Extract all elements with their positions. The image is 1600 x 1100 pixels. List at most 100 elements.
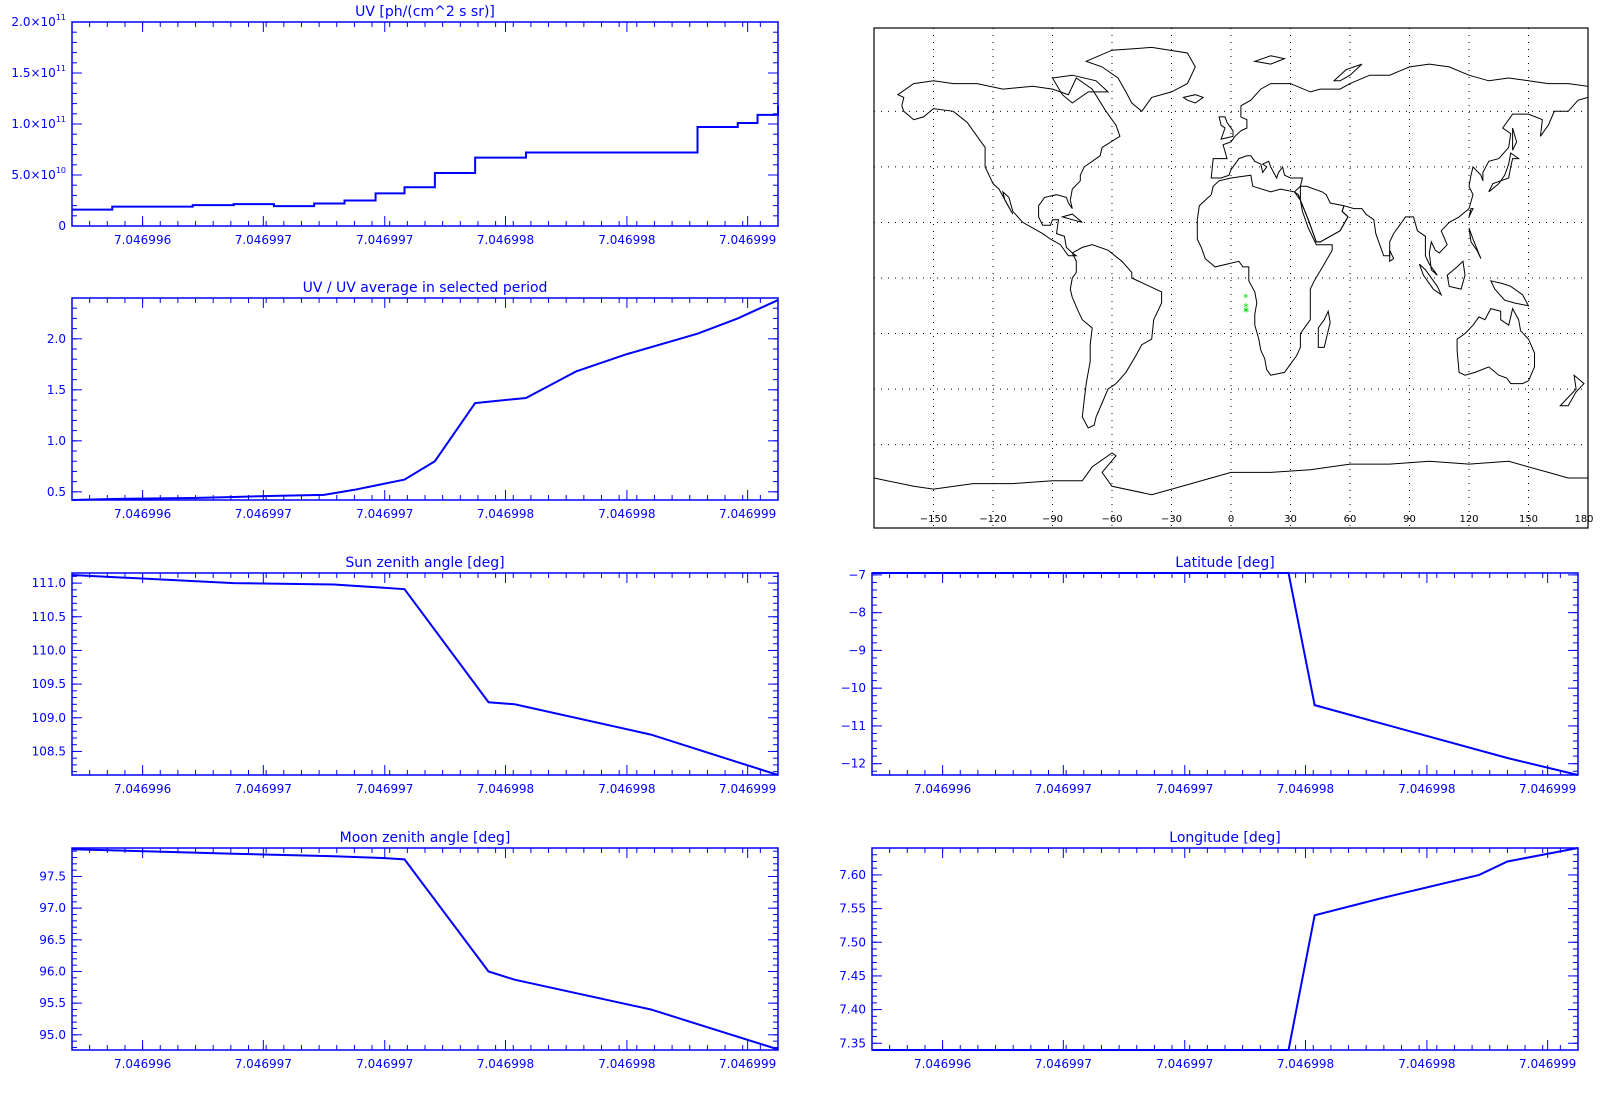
plot-panels: UV [ph/(cm^2 s sr)] 7.046996 7.046997 7.046… xyxy=(11,4,1579,1071)
coastline-svalbard xyxy=(1252,55,1287,65)
y-tick-label: 97.0 xyxy=(39,901,66,915)
y-tick-label: −8 xyxy=(848,606,866,620)
map-lon-label: −30 xyxy=(1161,514,1182,525)
track-point: * xyxy=(1243,305,1249,318)
world-map-panel: −150 −120 −90 −60 −30 0 30 60 90 120 150 180**** xyxy=(873,27,1594,529)
y-tick-label: 108.5 xyxy=(32,744,66,758)
y-tick-label: 95.5 xyxy=(39,996,66,1010)
chart-title: Sun zenith angle [deg] xyxy=(345,555,504,571)
coastline-south-america xyxy=(1069,244,1163,429)
x-tick-label: 7.046998 xyxy=(598,233,655,247)
x-tick-label: 7.046997 xyxy=(235,233,292,247)
x-tick-label: 7.046999 xyxy=(719,782,776,796)
x-tick-label: 7.046998 xyxy=(477,782,534,796)
coastline-new-zealand xyxy=(1559,373,1585,407)
y-tick-label: −9 xyxy=(848,643,866,657)
chart-mza: Moon zenith angle [deg] 7.046996 7.046997 7… xyxy=(39,830,779,1071)
track-point: * xyxy=(1243,306,1249,319)
coastline-eurasia xyxy=(1210,63,1589,276)
y-tick-label: 109.0 xyxy=(32,711,66,725)
series-line-uv xyxy=(72,105,779,211)
x-tick-label: 7.046997 xyxy=(356,507,413,521)
x-tick-label: 7.046996 xyxy=(114,233,171,247)
coastline-sakhalin xyxy=(1512,127,1518,151)
y-tick-label: 5.0×1010 xyxy=(11,166,66,182)
x-tick-label: 7.046999 xyxy=(1519,782,1576,796)
x-tick-label: 7.046999 xyxy=(719,233,776,247)
x-tick-label: 7.046996 xyxy=(914,782,971,796)
y-tick-label: 7.45 xyxy=(839,969,866,983)
map-lon-label: −60 xyxy=(1101,514,1122,525)
coastline-greenland xyxy=(1084,46,1196,113)
y-tick-label: −12 xyxy=(841,757,866,771)
x-tick-label: 7.046999 xyxy=(719,507,776,521)
y-tick-label: 7.60 xyxy=(839,868,866,882)
track-point: * xyxy=(1243,291,1249,304)
y-tick-label: 7.40 xyxy=(839,1003,866,1017)
x-tick-label: 7.046997 xyxy=(1156,1057,1213,1071)
chart-lon: Longitude [deg] 7.046996 7.046997 7.046997 7… xyxy=(839,830,1579,1071)
map-lon-label: 30 xyxy=(1284,514,1297,525)
y-tick-label: 110.0 xyxy=(32,643,66,657)
series-line-lat xyxy=(872,572,1579,776)
x-tick-label: 7.046999 xyxy=(719,1057,776,1071)
map-lon-label: −150 xyxy=(920,514,947,525)
coastline-sumatra xyxy=(1418,263,1443,297)
x-tick-label: 7.046999 xyxy=(1519,1057,1576,1071)
coastline-antarctica xyxy=(873,452,1588,496)
chart-title: Longitude [deg] xyxy=(1169,830,1280,846)
coastline-indonesia-borneo xyxy=(1446,260,1466,290)
coastline-north-america xyxy=(896,77,1121,257)
x-tick-label: 7.046997 xyxy=(1035,782,1092,796)
x-tick-label: 7.046998 xyxy=(1277,782,1334,796)
chart-ratio: UV / UV average in selected period 7.0469… xyxy=(47,280,779,521)
map-lon-label: 90 xyxy=(1403,514,1416,525)
y-tick-label: 1.0×1011 xyxy=(11,115,66,131)
y-tick-label: 1.5×1011 xyxy=(11,64,66,80)
series-line-ratio xyxy=(71,299,779,501)
x-tick-label: 7.046997 xyxy=(356,1057,413,1071)
x-tick-label: 7.046997 xyxy=(235,507,292,521)
y-tick-label: 2.0 xyxy=(47,332,66,346)
coastline-iceland xyxy=(1182,94,1205,104)
y-tick-label: 7.35 xyxy=(839,1036,866,1050)
x-tick-label: 7.046998 xyxy=(477,233,534,247)
map-lon-label: 150 xyxy=(1519,514,1538,525)
y-tick-label: 96.0 xyxy=(39,964,66,978)
x-tick-label: 7.046997 xyxy=(235,1057,292,1071)
x-tick-label: 7.046996 xyxy=(114,1057,171,1071)
chart-title: Latitude [deg] xyxy=(1175,555,1274,571)
y-tick-label: 97.5 xyxy=(39,869,66,883)
x-tick-label: 7.046997 xyxy=(1156,782,1213,796)
x-tick-label: 7.046996 xyxy=(114,507,171,521)
coastline-baffin xyxy=(1051,74,1110,104)
x-tick-label: 7.046996 xyxy=(914,1057,971,1071)
coastline-cuba xyxy=(1060,213,1083,223)
map-lon-label: 120 xyxy=(1459,514,1478,525)
map-lon-label: −90 xyxy=(1042,514,1063,525)
y-tick-label: 109.5 xyxy=(32,677,66,691)
x-tick-label: 7.046998 xyxy=(598,1057,655,1071)
coastline-new-guinea xyxy=(1489,280,1530,307)
y-tick-label: 0 xyxy=(58,219,66,233)
y-tick-label: 110.5 xyxy=(32,610,66,624)
map-lon-label: 0 xyxy=(1228,514,1234,525)
track-point: * xyxy=(1243,301,1249,314)
y-tick-label: 7.50 xyxy=(839,935,866,949)
y-tick-label: −10 xyxy=(841,681,866,695)
coastline-novaya-zemlya xyxy=(1332,63,1363,82)
x-tick-label: 7.046997 xyxy=(356,233,413,247)
coastline-australia xyxy=(1456,307,1535,385)
y-tick-label: 1.0 xyxy=(47,434,66,448)
x-tick-label: 7.046998 xyxy=(1398,1057,1455,1071)
x-tick-label: 7.046996 xyxy=(114,782,171,796)
y-tick-label: 1.5 xyxy=(47,383,66,397)
coastline-japan xyxy=(1488,152,1521,193)
y-tick-label: 96.5 xyxy=(39,933,66,947)
coastline-britain xyxy=(1218,116,1234,140)
x-tick-label: 7.046998 xyxy=(598,782,655,796)
x-tick-label: 7.046998 xyxy=(1277,1057,1334,1071)
chart-lat: Latitude [deg] 7.046996 7.046997 7.046997 7.… xyxy=(841,555,1579,796)
y-tick-label: −7 xyxy=(848,568,866,582)
